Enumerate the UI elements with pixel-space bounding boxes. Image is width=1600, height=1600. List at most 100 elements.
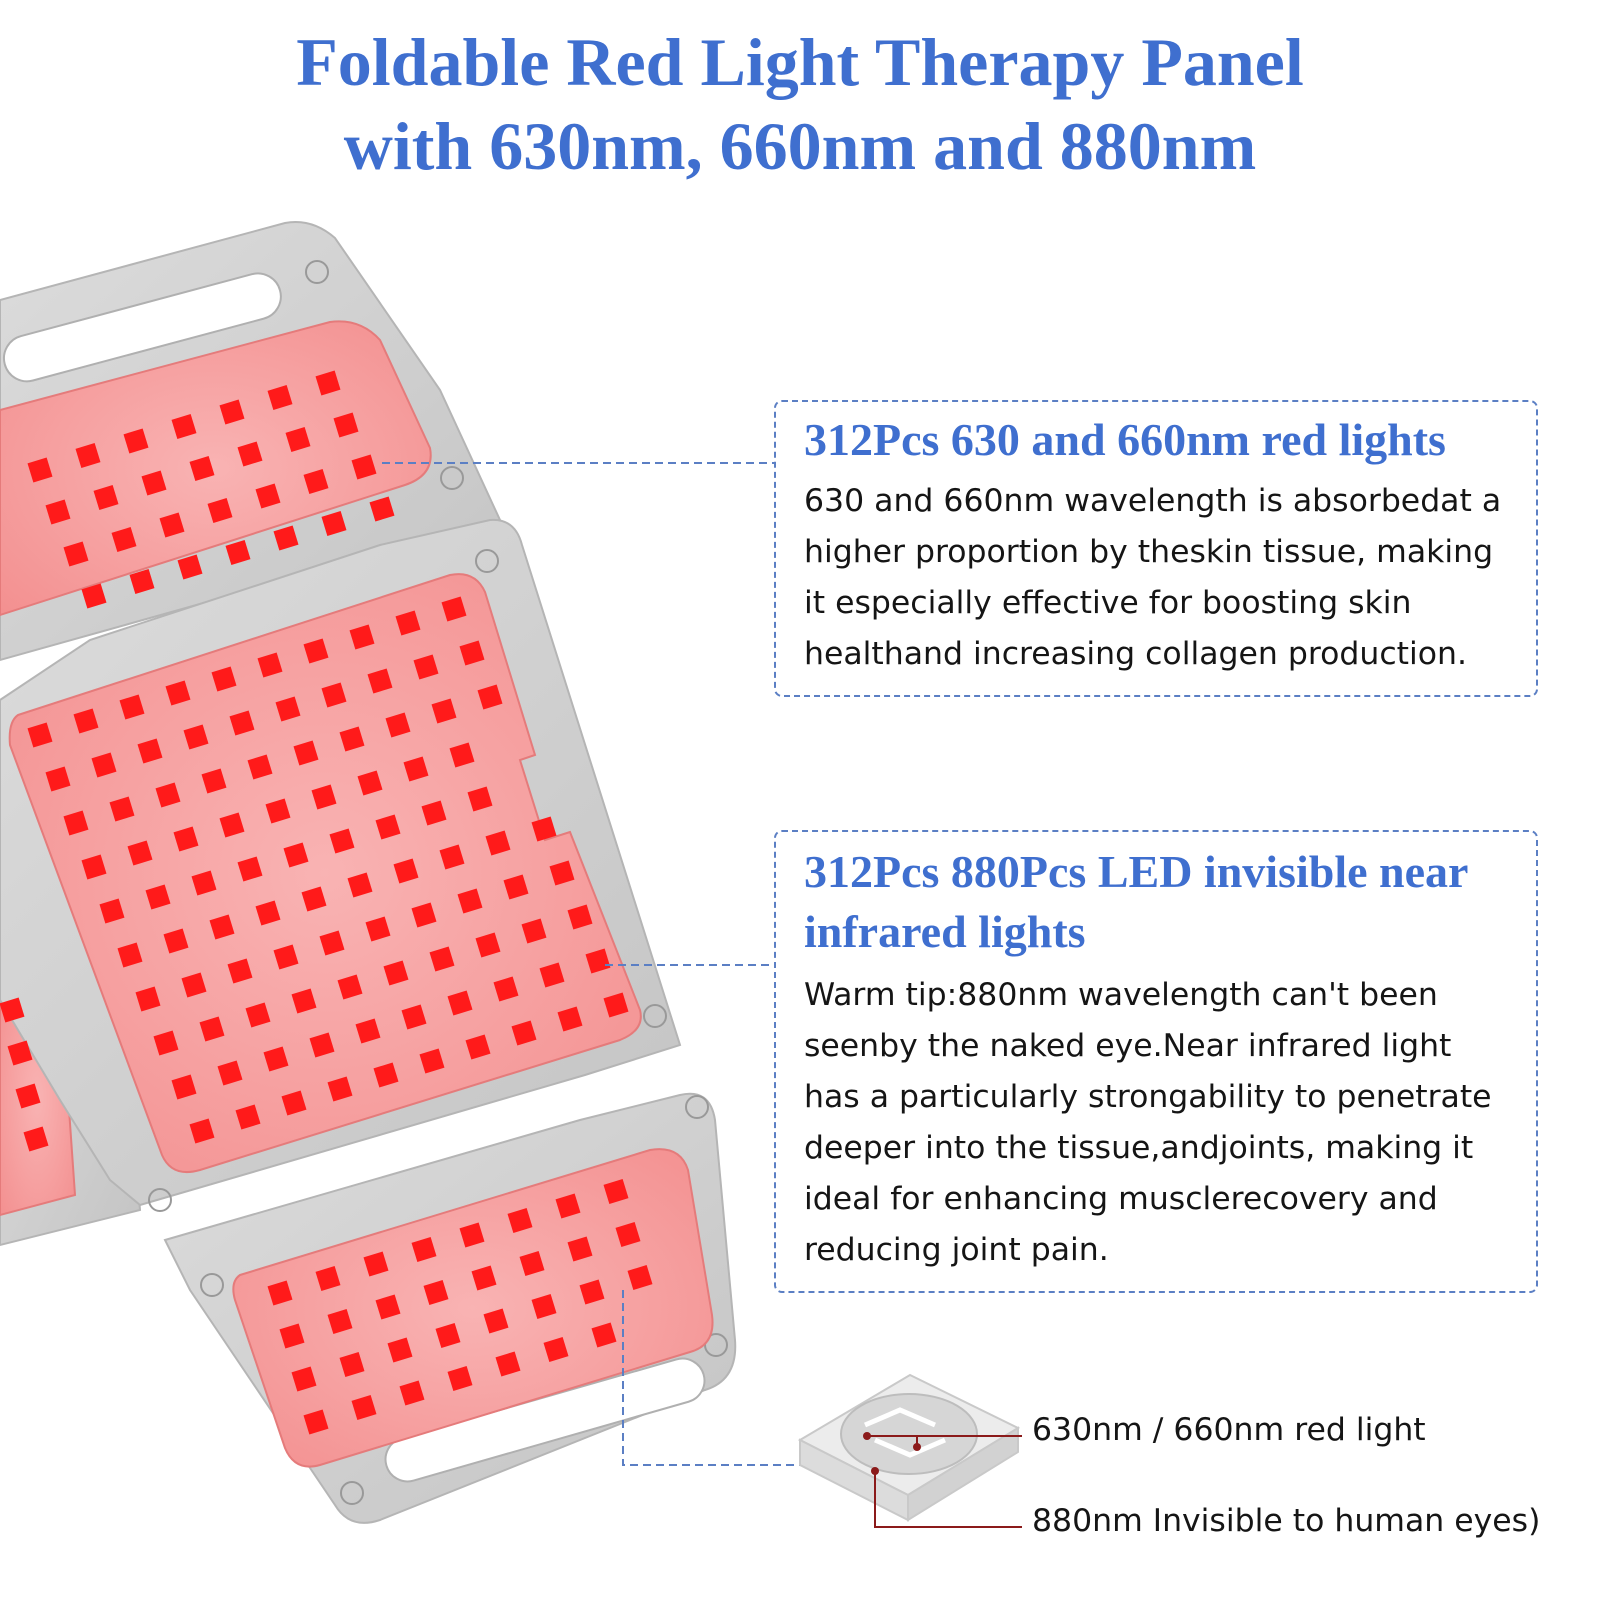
- chip-label-infrared: 880nm Invisible to human eyes): [1032, 1503, 1541, 1539]
- led-emitter: [303, 469, 329, 494]
- led-emitter: [539, 962, 565, 988]
- led-emitter: [137, 738, 163, 764]
- screw-icon: [200, 1273, 224, 1297]
- led-emitter: [435, 1323, 461, 1348]
- led-emitter: [403, 756, 429, 782]
- led-emitter: [27, 722, 53, 748]
- led-emitter: [189, 456, 215, 481]
- led-emitter: [321, 511, 347, 536]
- led-emitter: [267, 385, 293, 410]
- led-emitter: [419, 1048, 445, 1074]
- body-line: 630 and 660nm wavelength is absorbedat a: [804, 483, 1502, 519]
- led-emitter: [127, 840, 153, 866]
- led-emitter: [109, 796, 135, 822]
- led-emitter: [145, 884, 171, 910]
- led-emitter: [199, 1016, 225, 1042]
- led-emitter: [557, 1006, 583, 1032]
- led-emitter: [211, 666, 237, 692]
- led-emitter: [23, 1126, 49, 1152]
- body-line: ideal for enhancing musclerecovery and: [804, 1181, 1438, 1217]
- led-emitter: [401, 1004, 427, 1030]
- led-emitter: [507, 1208, 533, 1233]
- led-emitter: [519, 1251, 545, 1276]
- body-line: higher proportion by theskin tissue, mak…: [804, 534, 1494, 570]
- led-emitter: [483, 1308, 509, 1334]
- led-emitter: [439, 844, 465, 870]
- heading-line: infrared lights: [804, 906, 1086, 957]
- led-emitter: [319, 930, 345, 956]
- led-emitter: [293, 740, 319, 766]
- body-line: healthand increasing collagen production…: [804, 636, 1468, 672]
- led-emitter: [543, 1337, 569, 1362]
- led-emitter: [81, 583, 107, 609]
- page-title-line-2: with 630nm, 660nm and 880nm: [343, 108, 1257, 184]
- led-emitter: [357, 770, 383, 796]
- led-emitter: [173, 826, 199, 852]
- led-emitter: [493, 976, 519, 1002]
- led-emitter: [255, 900, 281, 926]
- led-emitter: [225, 540, 251, 565]
- led-emitter: [311, 784, 337, 810]
- led-emitter: [183, 724, 209, 750]
- led-emitter: [349, 624, 375, 650]
- heading-line: 312Pcs 880Pcs LED invisible near: [804, 846, 1469, 897]
- led-emitter: [273, 525, 299, 551]
- led-emitter: [591, 1322, 617, 1348]
- led-emitter: [567, 1236, 593, 1262]
- led-emitter: [209, 914, 235, 940]
- body-line: it especially effective for boosting ski…: [804, 585, 1412, 621]
- led-emitter: [181, 972, 207, 998]
- led-emitter: [267, 1280, 293, 1306]
- led-emitter: [219, 399, 245, 425]
- chip-callout-lines: [867, 1435, 1022, 1528]
- led-emitter: [385, 712, 411, 738]
- led-emitter: [395, 610, 421, 636]
- screw-icon: [643, 1004, 667, 1028]
- led-emitter: [279, 1323, 305, 1349]
- body-line: seenby the naked eye.Near infrared light: [804, 1028, 1452, 1064]
- led-emitter: [45, 766, 71, 792]
- led-emitter: [485, 830, 511, 856]
- led-emitter: [459, 640, 485, 666]
- led-emitter: [441, 596, 467, 622]
- led-emitter: [141, 470, 167, 496]
- led-emitter: [327, 1076, 353, 1102]
- led-emitter: [475, 932, 501, 958]
- led-emitter: [245, 1002, 271, 1028]
- led-emitter: [189, 1118, 215, 1144]
- led-emitter: [163, 928, 189, 954]
- page-title-line-1: Foldable Red Light Therapy Panel: [296, 24, 1304, 100]
- led-emitter: [423, 1280, 449, 1305]
- led-emitter: [355, 1018, 381, 1044]
- led-emitter: [285, 427, 311, 452]
- led-emitter: [329, 828, 355, 854]
- body-line: has a particularly strongability to pene…: [804, 1079, 1492, 1115]
- screw-icon: [305, 260, 329, 284]
- led-emitter: [477, 684, 503, 710]
- led-emitter: [373, 1062, 399, 1088]
- led-emitter: [73, 708, 99, 734]
- led-emitter: [347, 872, 373, 898]
- led-emitter: [63, 810, 89, 836]
- led-emitter: [375, 1294, 401, 1320]
- led-emitter: [315, 370, 341, 396]
- led-emitter: [465, 1034, 491, 1060]
- led-emitter: [315, 1266, 341, 1291]
- led-emitter: [201, 768, 227, 794]
- led-emitter: [627, 1265, 653, 1290]
- led-emitter: [27, 457, 53, 483]
- led-pad-middle: [8, 573, 642, 1174]
- red-lights-info-box: 312Pcs 630 and 660nm red lights 630 and …: [774, 400, 1538, 697]
- chip-label-red: 630nm / 660nm red light: [1032, 1412, 1426, 1448]
- led-emitter: [567, 904, 593, 930]
- led-emitter: [207, 498, 233, 523]
- led-emitter: [603, 992, 629, 1018]
- carry-handle-slot: [2, 272, 282, 383]
- red-lights-description: 630 and 660nm wavelength is absorbedat a…: [804, 476, 1520, 680]
- led-emitter: [369, 496, 395, 522]
- led-emitter: [321, 682, 347, 708]
- led-emitter: [15, 1083, 41, 1109]
- led-emitter: [263, 1046, 289, 1072]
- led-emitter: [123, 428, 149, 454]
- led-emitter: [7, 1040, 33, 1066]
